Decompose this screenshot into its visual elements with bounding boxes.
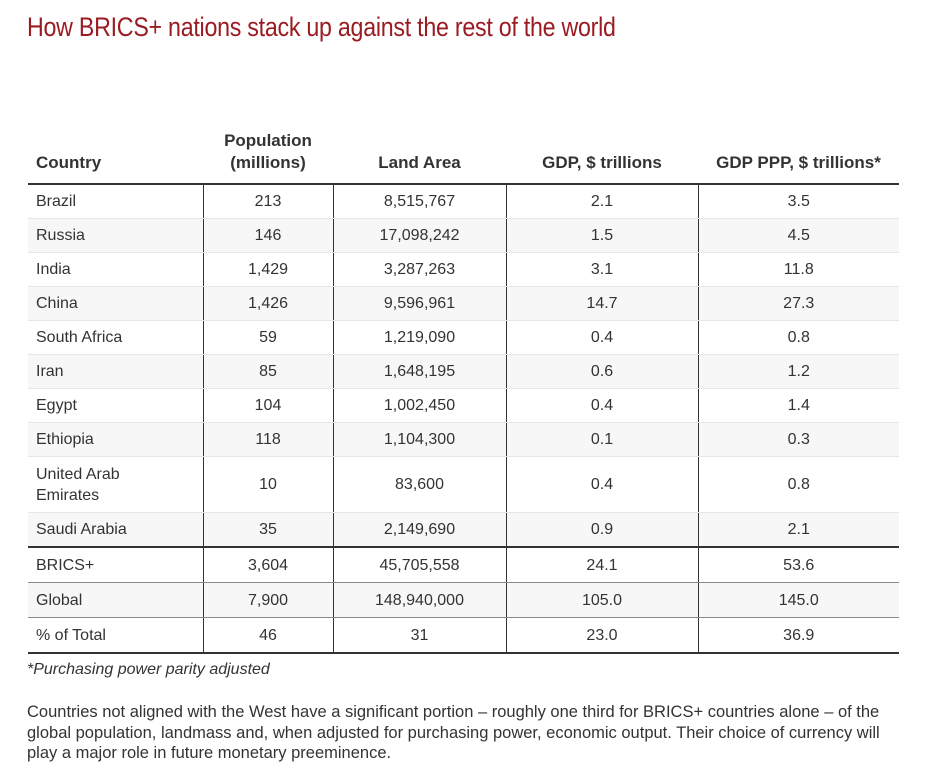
column-header-country: Country (28, 108, 203, 185)
table-row: Egypt 104 1,002,450 0.4 1.4 (28, 388, 899, 423)
table-header-row: Country Population (millions) Land Area … (28, 108, 899, 185)
cell-population: 104 (202, 388, 333, 423)
cell-country: Egypt (28, 388, 203, 423)
column-header-land-area: Land Area (333, 108, 506, 185)
cell-land-area: 8,515,767 (332, 184, 506, 219)
table-body: Brazil 213 8,515,767 2.1 3.5 Russia 146 17,098,… (28, 184, 899, 654)
table-row: South Africa 59 1,219,090 0.4 0.8 (28, 320, 899, 355)
cell-gdp-ppp: 4.5 (697, 218, 899, 253)
cell-country: United Arab Emirates (28, 456, 203, 513)
cell-gdp: 0.4 (505, 320, 698, 355)
table-row: Ethiopia 118 1,104,300 0.1 0.3 (28, 422, 899, 457)
footnote: *Purchasing power parity adjusted (27, 661, 270, 678)
cell-gdp-ppp: 1.2 (697, 354, 899, 389)
cell-land-area: 1,648,195 (332, 354, 506, 389)
cell-gdp: 23.0 (505, 617, 698, 654)
cell-gdp-ppp: 145.0 (697, 582, 899, 618)
cell-gdp-ppp: 0.3 (697, 422, 899, 457)
cell-gdp: 105.0 (505, 582, 698, 618)
cell-gdp: 0.4 (505, 456, 698, 513)
cell-gdp-ppp: 53.6 (697, 547, 899, 583)
cell-population: 3,604 (202, 547, 333, 583)
table-row: United Arab Emirates 10 83,600 0.4 0.8 (28, 456, 899, 513)
cell-gdp-ppp: 0.8 (697, 456, 899, 513)
cell-gdp: 0.6 (505, 354, 698, 389)
page-title: How BRICS+ nations stack up against the … (27, 12, 616, 42)
cell-land-area: 148,940,000 (332, 582, 506, 618)
cell-country: China (28, 286, 203, 321)
cell-population: 59 (202, 320, 333, 355)
cell-land-area: 17,098,242 (332, 218, 506, 253)
cell-land-area: 1,219,090 (332, 320, 506, 355)
cell-country: Russia (28, 218, 203, 253)
cell-population: 1,429 (202, 252, 333, 287)
cell-gdp: 14.7 (505, 286, 698, 321)
cell-land-area: 1,104,300 (332, 422, 506, 457)
column-header-gdp: GDP, $ trillions (506, 108, 698, 185)
table-row: Iran 85 1,648,195 0.6 1.2 (28, 354, 899, 389)
cell-gdp: 0.9 (505, 512, 698, 548)
summary-row: % of Total 46 31 23.0 36.9 (28, 617, 899, 654)
summary-row: Global 7,900 148,940,000 105.0 145.0 (28, 582, 899, 618)
table-row: India 1,429 3,287,263 3.1 11.8 (28, 252, 899, 287)
cell-gdp: 2.1 (505, 184, 698, 219)
cell-gdp-ppp: 2.1 (697, 512, 899, 548)
cell-gdp-ppp: 27.3 (697, 286, 899, 321)
cell-gdp-ppp: 0.8 (697, 320, 899, 355)
table-row: Russia 146 17,098,242 1.5 4.5 (28, 218, 899, 253)
cell-population: 10 (202, 456, 333, 513)
cell-country: Brazil (28, 184, 203, 219)
cell-gdp: 24.1 (505, 547, 698, 583)
cell-population: 146 (202, 218, 333, 253)
cell-country: Ethiopia (28, 422, 203, 457)
cell-land-area: 3,287,263 (332, 252, 506, 287)
brics-comparison-table: Country Population (millions) Land Area … (28, 108, 899, 654)
cell-country: Saudi Arabia (28, 512, 203, 548)
cell-population: 118 (202, 422, 333, 457)
cell-gdp-ppp: 36.9 (697, 617, 899, 654)
cell-land-area: 31 (332, 617, 506, 654)
table-row: Brazil 213 8,515,767 2.1 3.5 (28, 184, 899, 219)
cell-land-area: 83,600 (332, 456, 506, 513)
cell-gdp: 1.5 (505, 218, 698, 253)
cell-population: 7,900 (202, 582, 333, 618)
cell-gdp-ppp: 3.5 (697, 184, 899, 219)
table-row: Saudi Arabia 35 2,149,690 0.9 2.1 (28, 512, 899, 548)
cell-country: Global (28, 582, 203, 618)
cell-country: % of Total (28, 617, 203, 654)
cell-land-area: 45,705,558 (332, 547, 506, 583)
cell-gdp-ppp: 11.8 (697, 252, 899, 287)
cell-population: 46 (202, 617, 333, 654)
column-header-population: Population (millions) (203, 108, 333, 185)
cell-population: 1,426 (202, 286, 333, 321)
cell-population: 85 (202, 354, 333, 389)
cell-land-area: 9,596,961 (332, 286, 506, 321)
cell-land-area: 2,149,690 (332, 512, 506, 548)
description-paragraph: Countries not aligned with the West have… (27, 703, 880, 762)
cell-country: India (28, 252, 203, 287)
cell-gdp-ppp: 1.4 (697, 388, 899, 423)
cell-gdp: 3.1 (505, 252, 698, 287)
cell-gdp: 0.4 (505, 388, 698, 423)
cell-country: BRICS+ (28, 547, 203, 583)
cell-country: Iran (28, 354, 203, 389)
column-header-gdp-ppp: GDP PPP, $ trillions* (698, 108, 899, 185)
cell-population: 35 (202, 512, 333, 548)
cell-land-area: 1,002,450 (332, 388, 506, 423)
table-row: China 1,426 9,596,961 14.7 27.3 (28, 286, 899, 321)
cell-population: 213 (202, 184, 333, 219)
cell-country: South Africa (28, 320, 203, 355)
cell-gdp: 0.1 (505, 422, 698, 457)
summary-row: BRICS+ 3,604 45,705,558 24.1 53.6 (28, 547, 899, 583)
